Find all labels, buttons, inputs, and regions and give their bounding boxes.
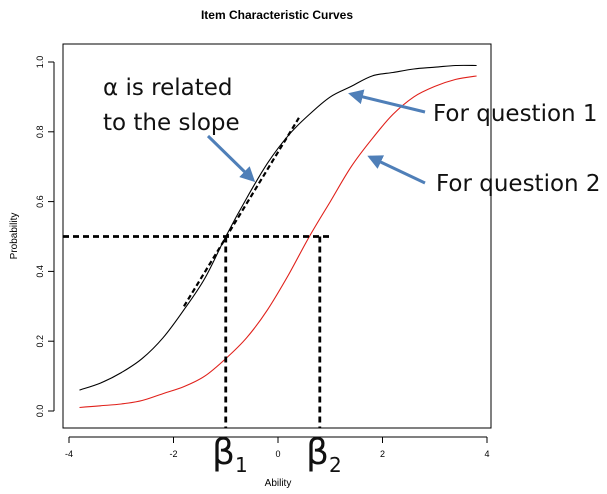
x-tick-label: -2 <box>169 449 177 459</box>
beta-1-subscript: 1 <box>235 453 248 477</box>
x-tick-label: 0 <box>275 449 280 459</box>
x-tick-label: 4 <box>484 449 489 459</box>
x-axis: -4 -2 0 2 4 <box>65 436 490 459</box>
series-1-line <box>79 64 477 391</box>
y-tick-label: 0.2 <box>35 335 45 348</box>
slope-annotation-line-2: to the slope <box>103 110 240 136</box>
slope-annotation-line-1: α is related <box>103 75 233 101</box>
y-axis: 0.0 0.2 0.4 0.6 0.8 1.0 <box>35 56 55 418</box>
series-2-line <box>79 75 477 409</box>
y-tick-label: 0.8 <box>35 126 45 139</box>
series-layer <box>79 64 477 409</box>
y-tick-label: 0.6 <box>35 195 45 208</box>
y-tick-label: 0.0 <box>35 405 45 418</box>
x-tick-label: -4 <box>65 449 73 459</box>
beta-2-subscript: 2 <box>329 453 342 477</box>
beta-1-symbol: β <box>212 432 235 473</box>
chart-title: Item Characteristic Curves <box>201 8 353 22</box>
beta-2-symbol: β <box>306 432 329 473</box>
reference-lines <box>63 117 332 428</box>
question-2-annotation: For question 2 <box>436 171 601 197</box>
slope-annotation: α is related to the slope <box>103 75 240 136</box>
slope-line <box>183 117 300 307</box>
question-1-annotation: For question 1 <box>433 101 598 127</box>
slope-arrow <box>206 134 256 183</box>
y-axis-label: Probability <box>9 213 20 260</box>
y-tick-label: 0.4 <box>35 265 45 278</box>
x-tick-label: 2 <box>380 449 385 459</box>
question-1-arrow <box>348 89 426 114</box>
question-2-arrow <box>367 155 426 185</box>
x-axis-label: Ability <box>265 478 292 489</box>
beta-2-label: β2 <box>306 432 342 477</box>
beta-1-label: β1 <box>212 432 248 477</box>
y-tick-label: 1.0 <box>35 56 45 69</box>
